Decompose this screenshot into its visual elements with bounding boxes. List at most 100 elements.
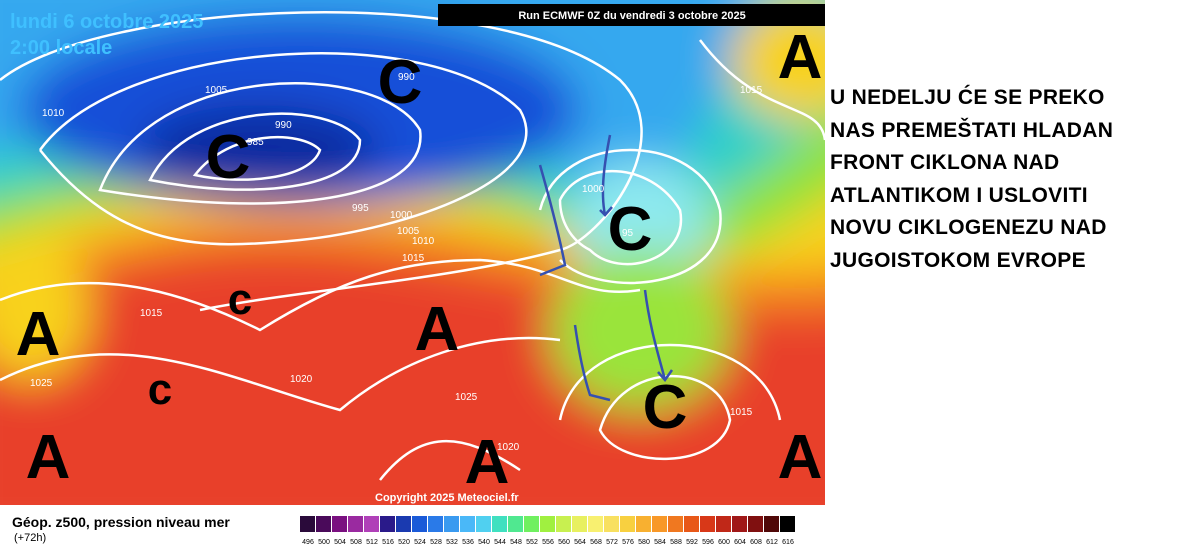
- scale-label: 600: [718, 539, 730, 546]
- system-letter: A: [465, 428, 510, 497]
- scale-label: 608: [750, 539, 762, 546]
- isobar-label: 1005: [397, 226, 420, 237]
- run-banner: [438, 4, 825, 26]
- time: 2:00 locale: [10, 37, 112, 59]
- scale-swatch: [364, 516, 379, 532]
- scale-label: 592: [686, 539, 698, 546]
- isobar-label: 990: [398, 72, 415, 83]
- isobar-label: 985: [247, 137, 264, 148]
- scale-label: 536: [462, 539, 474, 546]
- legend-lead: (+72h): [14, 532, 47, 544]
- scale-label: 564: [574, 539, 586, 546]
- system-letter: C: [608, 195, 653, 264]
- scale-label: 580: [638, 539, 650, 546]
- system-letter: A: [16, 300, 61, 369]
- isobar-label: 1020: [290, 374, 313, 385]
- legend-title: Géop. z500, pression niveau mer: [12, 514, 230, 530]
- scale-swatch: [764, 516, 779, 532]
- system-letter: c: [228, 275, 252, 324]
- scale-swatch: [508, 516, 523, 532]
- scale-label: 544: [494, 539, 506, 546]
- annotation-line: JUGOISTOKOM EVROPE: [830, 248, 1086, 272]
- scale-swatch: [476, 516, 491, 532]
- scale-swatch: [652, 516, 667, 532]
- isobar-label: 1025: [455, 392, 478, 403]
- scale-swatch: [300, 516, 315, 532]
- weather-map: Run ECMWF 0Z du vendredi 3 octobre 2025 …: [0, 0, 825, 505]
- isobar-label: 1015: [402, 253, 425, 264]
- system-letter: c: [148, 365, 172, 414]
- scale-swatch: [588, 516, 603, 532]
- scale-swatch: [380, 516, 395, 532]
- scale-label: 532: [446, 539, 458, 546]
- annotation-line: U NEDELJU ĆE SE PREKO: [830, 86, 1105, 109]
- scale-label: 604: [734, 539, 746, 546]
- run-text: Run ECMWF 0Z du vendredi 3 octobre 2025: [518, 10, 745, 22]
- scale-swatch: [620, 516, 635, 532]
- system-letter: C: [206, 123, 251, 192]
- scale-label: 528: [430, 539, 442, 546]
- scale-swatch: [396, 516, 411, 532]
- scale-label: 508: [350, 539, 362, 546]
- scale-label: 616: [782, 539, 794, 546]
- scale-label: 500: [318, 539, 330, 546]
- scale-label: 496: [302, 539, 314, 546]
- system-letter: A: [415, 295, 460, 364]
- system-letter: A: [26, 423, 71, 492]
- annotation-line: NOVU CIKLOGENEZU NAD: [830, 216, 1107, 239]
- copyright: Copyright 2025 Meteociel.fr: [375, 492, 519, 504]
- system-letter: A: [778, 23, 823, 92]
- isobar-label: 1020: [497, 442, 520, 453]
- scale-label: 548: [510, 539, 522, 546]
- scale-swatch: [748, 516, 763, 532]
- isobars: [0, 11, 825, 481]
- annotation-line: ATLANTIKOM I USLOVITI: [830, 183, 1088, 207]
- scale-swatch: [556, 516, 571, 532]
- isobar-label: 1015: [140, 308, 163, 319]
- isobar-label: 1025: [30, 378, 53, 389]
- scale-label: 516: [382, 539, 394, 546]
- scale-label: 584: [654, 539, 666, 546]
- scale-swatch: [492, 516, 507, 532]
- isobar-label: 1000: [582, 184, 605, 195]
- scale-swatch: [524, 516, 539, 532]
- date: lundi 6 octobre 2025: [10, 11, 203, 33]
- scale-swatch: [444, 516, 459, 532]
- scale-label: 556: [542, 539, 554, 546]
- annotation: U NEDELJU ĆE SE PREKO NAS PREMEŠTATI HLAD…: [830, 82, 1113, 277]
- isobar-label: 95: [622, 228, 634, 239]
- annotation-line: FRONT CIKLONA NAD: [830, 151, 1060, 174]
- system-letter: A: [778, 423, 823, 492]
- scale-swatch: [684, 516, 699, 532]
- scale-label: 524: [414, 539, 426, 546]
- scale-swatch: [348, 516, 363, 532]
- scale-label: 504: [334, 539, 346, 546]
- scale-label: 552: [526, 539, 538, 546]
- isobar-label: 990: [275, 120, 292, 131]
- scale-swatch: [732, 516, 747, 532]
- scale-label: 572: [606, 539, 618, 546]
- system-letter: C: [378, 48, 423, 117]
- isobar-label: 1005: [205, 85, 228, 96]
- scale-swatch: [428, 516, 443, 532]
- isobar-label: 995: [352, 203, 369, 214]
- isobar-label: 1015: [730, 407, 753, 418]
- isobar-label: 1000: [390, 210, 413, 221]
- annotation-line: NAS PREMEŠTATI HLADAN: [830, 118, 1114, 142]
- scale-label: 568: [590, 539, 602, 546]
- scale-swatch: [316, 516, 331, 532]
- scale-label: 520: [398, 539, 410, 546]
- scale-swatch: [668, 516, 683, 532]
- scale-swatch: [700, 516, 715, 532]
- color-scale: 496 500 504 508 512 516 520 524 528 532 536 540 544 5…: [300, 516, 795, 546]
- front-arrows: [538, 134, 674, 402]
- isobar-label: 1010: [42, 108, 65, 119]
- scale-label: 540: [478, 539, 490, 546]
- scale-swatch: [412, 516, 427, 532]
- scale-label: 612: [766, 539, 778, 546]
- scale-label: 596: [702, 539, 714, 546]
- scale-swatch: [540, 516, 555, 532]
- geopotential-field: [0, 0, 825, 505]
